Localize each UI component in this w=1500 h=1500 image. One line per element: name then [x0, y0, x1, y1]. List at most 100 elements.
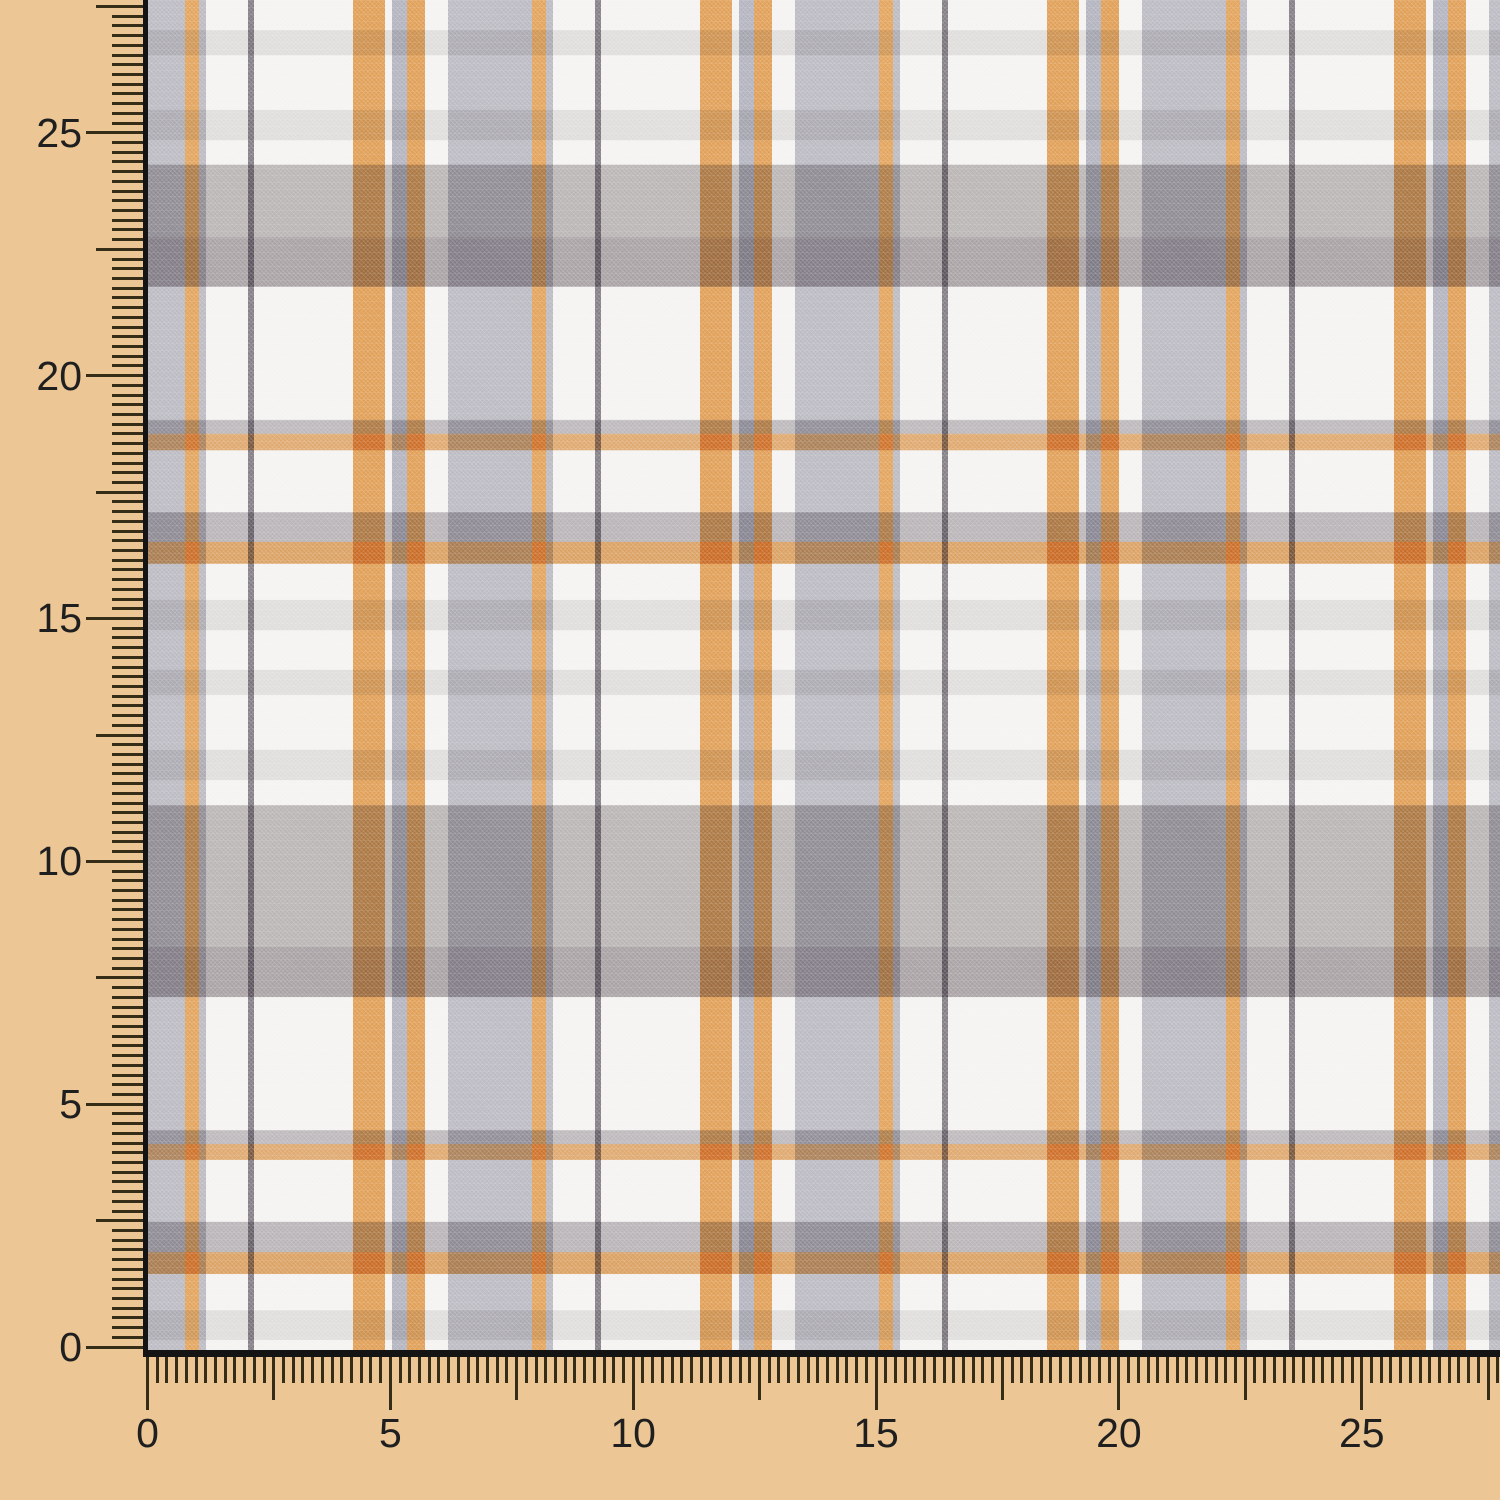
- left-ruler-tick: [112, 102, 143, 106]
- bottom-ruler-tick: [505, 1357, 509, 1383]
- bottom-ruler-tick: [1068, 1357, 1072, 1383]
- left-ruler-tick: [112, 354, 143, 358]
- bottom-ruler-major-tick: [1360, 1357, 1364, 1410]
- left-ruler-tick: [112, 927, 143, 931]
- left-ruler-tick: [112, 228, 143, 232]
- bottom-ruler-tick: [1243, 1357, 1247, 1400]
- left-ruler-tick: [112, 267, 143, 271]
- bottom-ruler-tick: [845, 1357, 849, 1383]
- bottom-ruler-tick: [942, 1357, 946, 1383]
- left-ruler-tick: [112, 325, 143, 329]
- bottom-ruler-tick: [272, 1357, 276, 1400]
- left-ruler-tick: [112, 218, 143, 222]
- bottom-ruler-tick: [767, 1357, 771, 1383]
- bottom-ruler-tick: [301, 1357, 305, 1383]
- bottom-ruler-label: 10: [610, 1410, 656, 1456]
- bottom-ruler-tick: [952, 1357, 956, 1383]
- bottom-ruler-tick: [913, 1357, 917, 1383]
- left-ruler-tick: [112, 451, 143, 455]
- bottom-ruler-major-tick: [874, 1357, 878, 1410]
- left-ruler-edge-line: [143, 0, 148, 1357]
- left-ruler-tick: [112, 1170, 143, 1174]
- left-ruler-tick: [112, 879, 143, 883]
- left-ruler-tick: [96, 247, 143, 251]
- left-ruler-tick: [112, 626, 143, 630]
- bottom-ruler-tick: [1020, 1357, 1024, 1383]
- bottom-ruler-label: 15: [853, 1410, 899, 1456]
- bottom-ruler-tick: [1253, 1357, 1257, 1383]
- left-ruler-tick: [112, 442, 143, 446]
- bottom-ruler-tick: [213, 1357, 217, 1383]
- bottom-ruler-tick: [1263, 1357, 1267, 1383]
- bottom-ruler-tick: [427, 1357, 431, 1383]
- left-ruler-tick: [112, 92, 143, 96]
- bottom-ruler-tick: [330, 1357, 334, 1383]
- left-ruler-tick: [112, 966, 143, 970]
- bottom-ruler-tick: [1428, 1357, 1432, 1383]
- left-ruler-tick: [112, 1054, 143, 1058]
- bottom-ruler-tick: [1204, 1357, 1208, 1383]
- bottom-ruler-tick: [485, 1357, 489, 1383]
- left-ruler-tick: [112, 1287, 143, 1291]
- bottom-ruler-tick: [884, 1357, 888, 1383]
- left-ruler-tick: [112, 1005, 143, 1009]
- bottom-ruler-label: 20: [1096, 1410, 1142, 1456]
- left-ruler-tick: [112, 383, 143, 387]
- bottom-ruler-tick: [592, 1357, 596, 1383]
- bottom-ruler-tick: [1088, 1357, 1092, 1383]
- left-ruler-tick: [112, 286, 143, 290]
- bottom-ruler-major-tick: [388, 1357, 392, 1410]
- left-ruler-tick: [112, 723, 143, 727]
- bottom-ruler-label: 5: [378, 1410, 402, 1456]
- left-ruler-tick: [112, 1112, 143, 1116]
- bottom-ruler-tick: [1049, 1357, 1053, 1383]
- bottom-ruler-tick: [932, 1357, 936, 1383]
- bottom-ruler-tick: [534, 1357, 538, 1383]
- left-ruler-tick: [112, 791, 143, 795]
- left-ruler-tick: [112, 72, 143, 76]
- bottom-ruler-tick: [748, 1357, 752, 1383]
- left-ruler-major-tick: [86, 1102, 143, 1106]
- left-ruler-tick: [112, 500, 143, 504]
- left-ruler-tick: [112, 1015, 143, 1019]
- bottom-ruler-tick: [1282, 1357, 1286, 1383]
- bottom-ruler-tick: [641, 1357, 645, 1383]
- bottom-ruler-tick: [379, 1357, 383, 1383]
- bottom-ruler-tick: [165, 1357, 169, 1383]
- left-ruler-tick: [112, 43, 143, 47]
- left-ruler-tick: [112, 675, 143, 679]
- bottom-ruler-tick: [728, 1357, 732, 1383]
- bottom-ruler-tick: [1437, 1357, 1441, 1383]
- left-ruler-major-tick: [86, 859, 143, 863]
- left-ruler-tick: [112, 811, 143, 815]
- left-ruler-tick: [112, 587, 143, 591]
- bottom-ruler-tick: [1447, 1357, 1451, 1383]
- left-ruler-label: 20: [36, 352, 82, 399]
- left-ruler-tick: [112, 257, 143, 261]
- left-ruler-tick: [112, 762, 143, 766]
- left-ruler-label: 10: [36, 838, 82, 885]
- left-ruler-tick: [112, 1063, 143, 1067]
- bottom-ruler-label: 25: [1338, 1410, 1385, 1456]
- bottom-ruler-tick: [583, 1357, 587, 1383]
- bottom-ruler-tick: [651, 1357, 655, 1383]
- bottom-ruler-tick: [1331, 1357, 1335, 1383]
- bottom-ruler-tick: [1078, 1357, 1082, 1383]
- bottom-ruler-tick: [971, 1357, 975, 1383]
- bottom-ruler-tick: [1156, 1357, 1160, 1383]
- left-ruler-label: 0: [59, 1324, 82, 1370]
- bottom-ruler-tick: [1146, 1357, 1150, 1383]
- bottom-ruler-tick: [515, 1357, 519, 1400]
- bottom-ruler-tick: [689, 1357, 693, 1383]
- bottom-ruler-tick: [437, 1357, 441, 1383]
- bottom-ruler-tick: [1301, 1357, 1305, 1383]
- bottom-ruler-tick: [806, 1357, 810, 1383]
- bottom-ruler-major-tick: [1117, 1357, 1121, 1410]
- left-ruler-label: 5: [59, 1081, 82, 1128]
- bottom-ruler-tick: [923, 1357, 927, 1383]
- bottom-ruler-tick: [1165, 1357, 1169, 1383]
- bottom-ruler-tick: [1350, 1357, 1354, 1383]
- left-ruler-tick: [112, 772, 143, 776]
- bottom-ruler-tick: [981, 1357, 985, 1383]
- bottom-ruler-tick: [447, 1357, 451, 1383]
